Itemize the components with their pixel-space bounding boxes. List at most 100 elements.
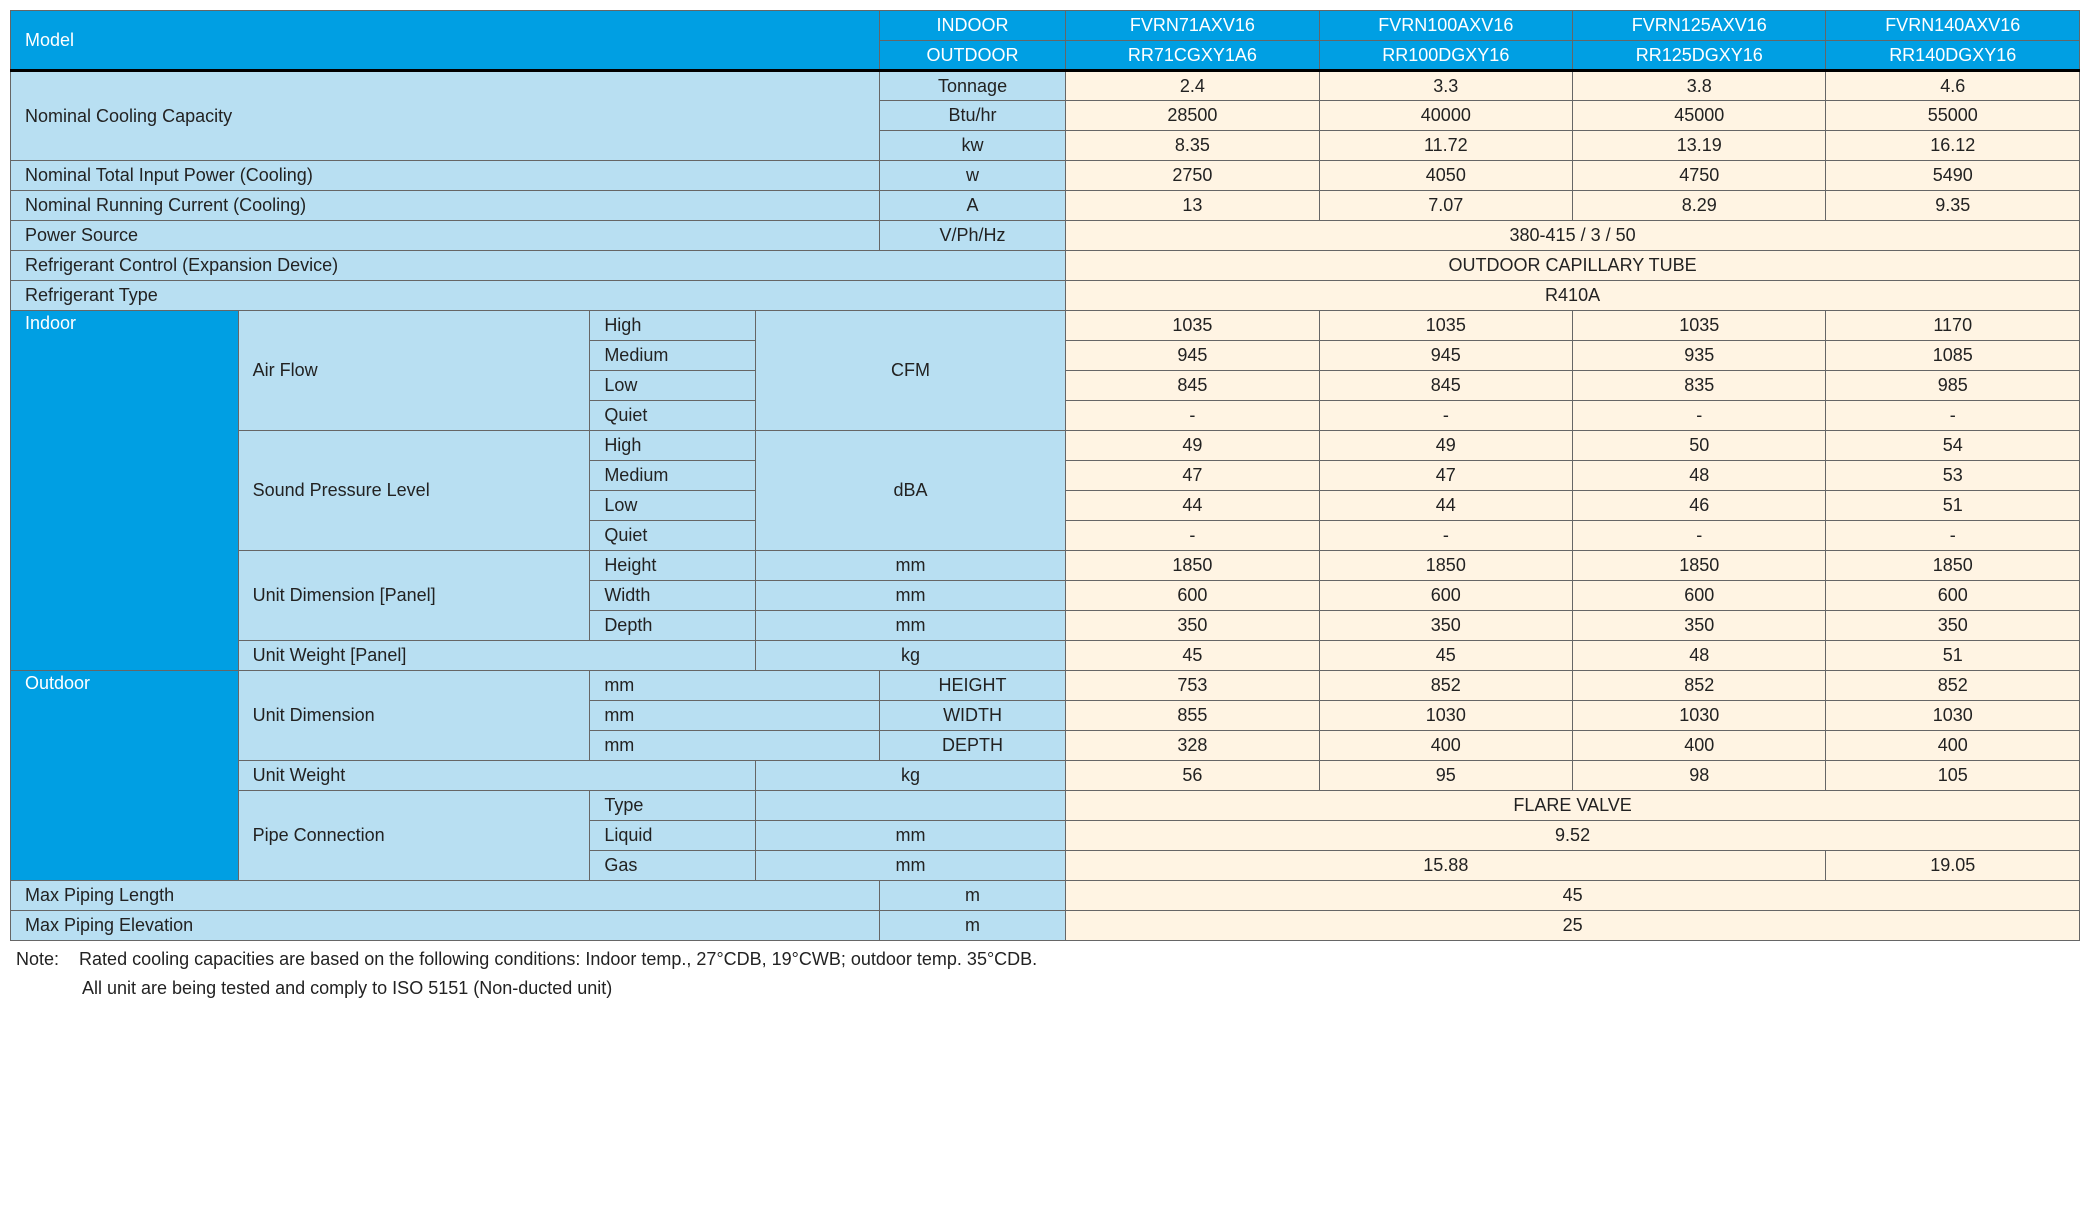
value-cell: 1170	[1826, 311, 2080, 341]
outdoor-model-3: RR140DGXY16	[1826, 41, 2080, 71]
note-block: Note: Rated cooling capacities are based…	[10, 949, 2080, 970]
row-label: Max Piping Elevation	[11, 911, 880, 941]
value-cell: 985	[1826, 371, 2080, 401]
indoor-model-3: FVRN140AXV16	[1826, 11, 2080, 41]
value-cell: -	[1319, 521, 1572, 551]
value-cell: 4.6	[1826, 71, 2080, 101]
row-label: Unit Weight [Panel]	[238, 641, 755, 671]
value-cell: 845	[1319, 371, 1572, 401]
value-cell: 600	[1573, 581, 1826, 611]
value-cell: -	[1826, 401, 2080, 431]
sub-label: Gas	[590, 851, 756, 881]
value-cell: 9.52	[1066, 821, 2080, 851]
value-cell: 45000	[1573, 101, 1826, 131]
sub-label: Liquid	[590, 821, 756, 851]
sub-label: Type	[590, 791, 756, 821]
value-cell: 3.8	[1573, 71, 1826, 101]
outdoor-model-1: RR100DGXY16	[1319, 41, 1572, 71]
value-cell: 935	[1573, 341, 1826, 371]
indoor-header: INDOOR	[879, 11, 1065, 41]
value-cell: 380-415 / 3 / 50	[1066, 221, 2080, 251]
value-cell: 13	[1066, 191, 1319, 221]
sub-label: Quiet	[590, 521, 756, 551]
value-cell: -	[1066, 521, 1319, 551]
row-label: Nominal Total Input Power (Cooling)	[11, 161, 880, 191]
value-cell: 51	[1826, 491, 2080, 521]
unit-cell: A	[879, 191, 1065, 221]
value-cell: 1850	[1826, 551, 2080, 581]
row-label: Unit Dimension	[238, 671, 590, 761]
value-cell: 1035	[1319, 311, 1572, 341]
row-label: Pipe Connection	[238, 791, 590, 881]
value-cell: 56	[1066, 761, 1319, 791]
value-cell: 40000	[1319, 101, 1572, 131]
value-cell: 852	[1573, 671, 1826, 701]
value-cell: -	[1826, 521, 2080, 551]
unit-cell: CFM	[755, 311, 1065, 431]
note-line-1: Rated cooling capacities are based on th…	[79, 949, 1037, 969]
value-cell: 5490	[1826, 161, 2080, 191]
row-label: Refrigerant Type	[11, 281, 1066, 311]
sub-label: Low	[590, 491, 756, 521]
value-cell: 13.19	[1573, 131, 1826, 161]
value-cell: 1085	[1826, 341, 2080, 371]
spec-table: Model INDOOR FVRN71AXV16 FVRN100AXV16 FV…	[10, 10, 2080, 941]
value-cell: 7.07	[1319, 191, 1572, 221]
unit-cell: mm	[755, 551, 1065, 581]
value-cell: 16.12	[1826, 131, 2080, 161]
unit-cell: kg	[755, 761, 1065, 791]
value-cell: 350	[1319, 611, 1572, 641]
value-cell: 1030	[1319, 701, 1572, 731]
unit-cell: Btu/hr	[879, 101, 1065, 131]
value-cell: 328	[1066, 731, 1319, 761]
value-cell: 1035	[1573, 311, 1826, 341]
value-cell: 400	[1573, 731, 1826, 761]
value-cell: 46	[1573, 491, 1826, 521]
value-cell: 48	[1573, 641, 1826, 671]
unit-cell: mm	[590, 731, 880, 761]
value-cell: -	[1319, 401, 1572, 431]
value-cell: 1030	[1826, 701, 2080, 731]
value-cell: 400	[1319, 731, 1572, 761]
value-cell: 54	[1826, 431, 2080, 461]
sub-label: Low	[590, 371, 756, 401]
value-cell: -	[1573, 521, 1826, 551]
unit-cell: mm	[590, 701, 880, 731]
value-cell: 4750	[1573, 161, 1826, 191]
value-cell: 1850	[1573, 551, 1826, 581]
value-cell: 350	[1066, 611, 1319, 641]
note-line-2: All unit are being tested and comply to …	[10, 978, 2080, 999]
sub-label: Medium	[590, 461, 756, 491]
row-label: Unit Weight	[238, 761, 755, 791]
value-cell: 49	[1319, 431, 1572, 461]
unit-cell: w	[879, 161, 1065, 191]
value-cell: 44	[1066, 491, 1319, 521]
note-label: Note:	[16, 949, 59, 969]
value-cell: 2.4	[1066, 71, 1319, 101]
value-cell: 855	[1066, 701, 1319, 731]
value-cell: 25	[1066, 911, 2080, 941]
value-cell: 105	[1826, 761, 2080, 791]
value-cell: 28500	[1066, 101, 1319, 131]
value-cell: 8.29	[1573, 191, 1826, 221]
value-cell: 3.3	[1319, 71, 1572, 101]
value-cell: 95	[1319, 761, 1572, 791]
model-header: Model	[11, 11, 880, 71]
value-cell: 350	[1573, 611, 1826, 641]
value-cell: -	[1573, 401, 1826, 431]
row-label: Air Flow	[238, 311, 590, 431]
value-cell: 852	[1319, 671, 1572, 701]
value-cell: 45	[1066, 641, 1319, 671]
value-cell: 835	[1573, 371, 1826, 401]
sub-label: HEIGHT	[879, 671, 1065, 701]
row-label: Nominal Cooling Capacity	[11, 71, 880, 161]
value-cell: 600	[1066, 581, 1319, 611]
sub-label: High	[590, 311, 756, 341]
value-cell: -	[1066, 401, 1319, 431]
value-cell: 852	[1826, 671, 2080, 701]
value-cell: 55000	[1826, 101, 2080, 131]
unit-cell: kg	[755, 641, 1065, 671]
unit-cell: mm	[755, 851, 1065, 881]
value-cell: 1030	[1573, 701, 1826, 731]
value-cell: 15.88	[1066, 851, 1826, 881]
